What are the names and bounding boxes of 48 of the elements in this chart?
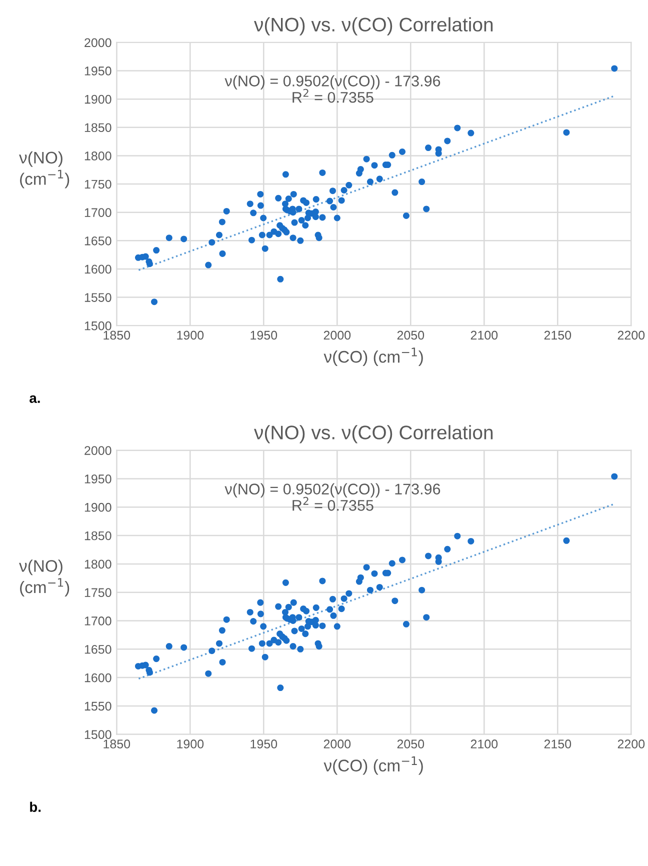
text: a. (30, 395, 40, 403)
y-tick-label: 2000 (84, 446, 112, 455)
y-tick-label: 1900 (84, 502, 112, 512)
y-tick-label: 2000 (84, 38, 112, 48)
y-tick-label: 1700 (84, 208, 112, 217)
x-tick-label: 1900 (177, 740, 204, 748)
y-tick-label: 1700 (84, 616, 112, 626)
y-tick-label: 1750 (84, 588, 112, 597)
y-tick-label: 1600 (84, 673, 112, 682)
y-tick-label: 1500 (84, 321, 112, 330)
x-tick-label: 1850 (104, 330, 130, 340)
text: b. (30, 802, 41, 812)
y-tick-label: 1550 (84, 702, 112, 711)
y-tick-label: 1550 (84, 293, 112, 302)
annotation: ν(NO) = 0.9502(ν(CO)) - 173.96 R$^{2}$ = 0.7355 (224, 75, 440, 103)
y-tick-label: 1950 (84, 474, 112, 484)
x-tick-label: 2200 (618, 330, 645, 340)
y-tick-label: 1850 (84, 123, 112, 132)
y-tick-label: 1900 (84, 94, 112, 104)
y-tick-label: 1650 (84, 644, 112, 654)
x-tick-label: 2000 (324, 330, 351, 340)
x-axis-title: ν(CO) (cm$^{−1}$) (324, 756, 423, 775)
x-tick-label: 2050 (397, 330, 424, 340)
x-tick-label: 1900 (177, 330, 204, 340)
y-tick-label: 1650 (84, 236, 112, 246)
chart-title: ν(NO) vs. ν(CO) Correlation (254, 425, 493, 444)
x-tick-label: 2150 (544, 740, 572, 748)
x-tick-label: 2100 (470, 330, 498, 340)
x-tick-label: 2000 (324, 740, 351, 748)
x-tick-label: 1850 (104, 740, 130, 748)
y-tick-label: 1950 (84, 66, 112, 76)
chart-title: ν(NO) vs. ν(CO) Correlation (254, 17, 493, 36)
annotation: ν(NO) = 0.9502(ν(CO)) - 173.96 R$^{2}$ = 0.7355 (224, 483, 440, 511)
y-tick-label: 1800 (84, 152, 112, 160)
y-tick-label: 1850 (84, 531, 112, 540)
y-axis-title: ν(NO) (cm$^{−1}$) (19, 560, 70, 596)
x-tick-label: 2050 (397, 740, 424, 748)
y-axis-title: ν(NO) (cm$^{−1}$) (19, 151, 70, 188)
x-axis-title: ν(CO) (cm$^{−1}$) (324, 348, 423, 366)
y-tick-label: 1800 (84, 560, 112, 569)
x-tick-label: 2100 (470, 740, 498, 748)
x-tick-label: 1950 (250, 330, 278, 340)
y-tick-label: 1600 (84, 264, 112, 274)
x-tick-label: 1950 (250, 740, 278, 748)
y-tick-label: 1750 (84, 180, 112, 189)
y-tick-label: 1500 (84, 730, 112, 740)
x-tick-label: 2150 (544, 330, 572, 340)
x-tick-label: 2200 (618, 740, 645, 748)
